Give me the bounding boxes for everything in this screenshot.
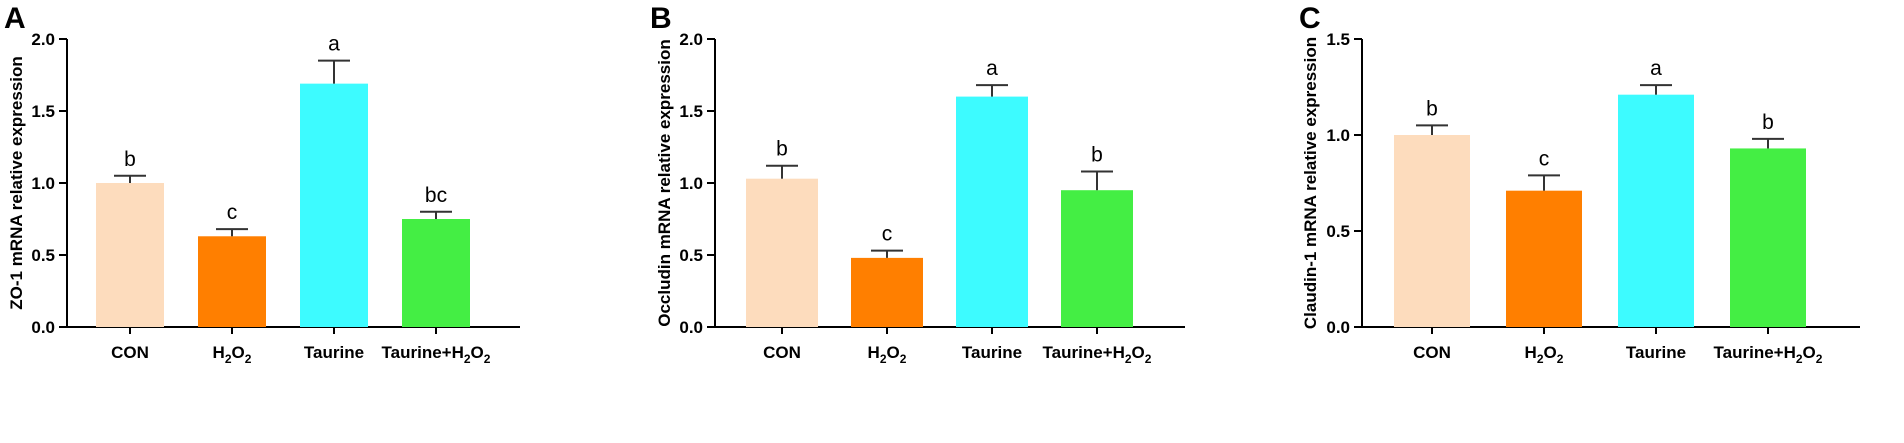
significance-label: b	[1762, 111, 1774, 134]
panel-c: C Claudin-1 mRNA relative expression 0.0 0.…	[1299, 2, 1860, 366]
bar	[746, 178, 818, 327]
panel-letter: A	[4, 2, 26, 35]
significance-label: a	[1650, 57, 1662, 80]
y-axis-label: ZO-1 mRNA relative expression	[7, 56, 26, 310]
y-tick-label: 0.5	[1326, 222, 1350, 241]
category-label: CON	[111, 343, 149, 362]
category-label: Taurine+H2O2	[1714, 343, 1823, 366]
y-tick-label: 1.0	[31, 174, 55, 193]
y-tick-label: 1.5	[679, 102, 703, 121]
bar	[956, 96, 1028, 327]
y-tick-label: 2.0	[679, 30, 703, 49]
significance-label: b	[1426, 97, 1438, 120]
significance-label: c	[227, 201, 238, 224]
y-tick-label: 1.5	[1326, 30, 1350, 49]
significance-label: b	[776, 138, 788, 161]
category-label: H2O2	[213, 343, 252, 366]
y-tick-label: 0.5	[679, 246, 703, 265]
significance-label: bc	[425, 184, 447, 207]
y-axis-label: Occludin mRNA relative expression	[655, 39, 674, 327]
panel-letter: C	[1299, 2, 1321, 35]
bar	[1506, 190, 1582, 327]
y-tick-label: 1.0	[679, 174, 703, 193]
bar	[1618, 94, 1694, 328]
bar	[1730, 148, 1806, 327]
category-label: Taurine	[962, 343, 1022, 362]
category-label: Taurine	[1626, 343, 1686, 362]
significance-label: c	[882, 223, 893, 246]
category-label: H2O2	[1525, 343, 1564, 366]
bar	[402, 219, 470, 327]
bar	[198, 236, 266, 327]
y-tick-label: 0.0	[679, 318, 703, 337]
category-label: Taurine+H2O2	[382, 343, 491, 366]
significance-label: b	[124, 148, 136, 171]
category-label: Taurine+H2O2	[1043, 343, 1152, 366]
bar	[851, 257, 923, 327]
bar	[1061, 190, 1133, 327]
panel-b: B Occludin mRNA relative expression 0.0 0.5…	[650, 2, 1185, 366]
panel-letter: B	[650, 2, 672, 35]
category-label: CON	[763, 343, 801, 362]
y-tick-label: 1.5	[31, 102, 55, 121]
y-tick-label: 1.0	[1326, 126, 1350, 145]
category-label: H2O2	[868, 343, 907, 366]
significance-label: a	[328, 33, 340, 56]
y-axis-label: Claudin-1 mRNA relative expression	[1301, 37, 1320, 329]
category-label: CON	[1413, 343, 1451, 362]
significance-label: c	[1539, 147, 1550, 170]
bar	[1394, 135, 1470, 327]
bar	[96, 183, 164, 327]
panel-a: A ZO-1 mRNA relative expression 0.0 0.5 1.0 1…	[4, 2, 520, 366]
y-tick-label: 0.0	[1326, 318, 1350, 337]
y-tick-label: 2.0	[31, 30, 55, 49]
y-tick-label: 0.0	[31, 318, 55, 337]
bar	[300, 83, 368, 327]
significance-label: b	[1091, 143, 1103, 166]
significance-label: a	[986, 57, 998, 80]
category-label: Taurine	[304, 343, 364, 362]
y-tick-label: 0.5	[31, 246, 55, 265]
